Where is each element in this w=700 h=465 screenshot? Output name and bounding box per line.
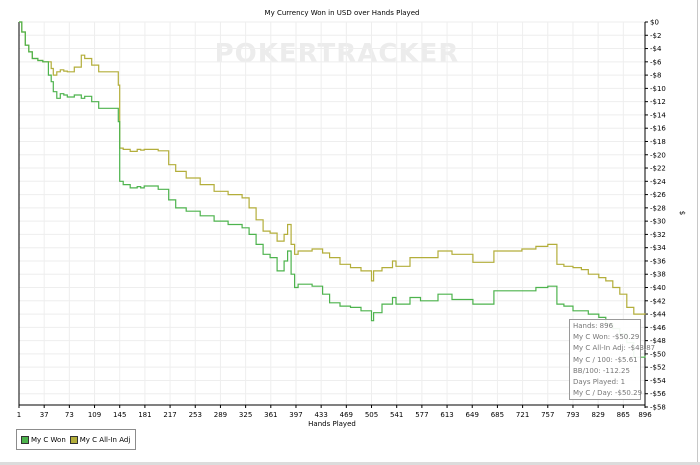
y-tick-label: -$18 [650,138,666,146]
y-tick-label: -$2 [650,32,661,40]
y-tick-label: -$42 [650,297,666,305]
x-tick-label: 253 [189,411,202,419]
y-tick-label: -$20 [650,151,666,159]
y-tick-label: -$14 [650,111,666,119]
y-tick-label: -$30 [650,218,666,226]
y-tick-label: -$32 [650,231,666,239]
stat-per-day: My C / Day: -$50.29 [573,389,643,398]
series-line-allin-adj [19,21,646,315]
stat-days: Days Played: 1 [573,377,626,386]
y-tick-label: -$16 [650,125,666,133]
y-tick-label: -$38 [650,271,666,279]
x-tick-label: 397 [289,411,302,419]
x-tick-label: 217 [163,411,176,419]
y-tick-label: -$8 [650,72,661,80]
y-tick-label: -$52 [650,364,666,372]
legend: My C Won My C All-In Adj [16,429,136,450]
y-tick-label: -$26 [650,191,666,199]
x-axis-label: Hands Played [308,420,356,428]
stats-tooltip: Hands: 896 My C Won: -$50.29 My C All-In… [569,319,656,400]
x-tick-label: 613 [440,411,453,419]
x-tick-label: 433 [314,411,327,419]
x-tick-label: 469 [340,411,353,419]
y-tick-label: -$36 [650,257,666,265]
y-tick-label: -$46 [650,324,666,332]
y-tick-label: -$50 [650,350,666,358]
x-tick-label: 829 [591,411,604,419]
y-tick-label: -$6 [650,58,662,66]
y-tick-label: -$54 [650,377,666,385]
x-tick-label: 896 [638,411,652,419]
x-tick-label: 793 [566,411,579,419]
y-tick-label: -$22 [650,165,666,173]
status-strip [0,462,700,465]
x-tick-label: 73 [65,411,74,419]
stat-per-100: My C / 100: -$5.61 [573,355,638,364]
x-tick-label: 685 [491,411,504,419]
x-tick-label: 541 [390,411,403,419]
stat-won: My C Won: -$50.29 [573,333,640,342]
x-tick-label: 37 [40,411,49,419]
y-axis-label: $ [678,211,686,215]
y-tick-label: -$10 [650,85,666,93]
y-tick-label: -$44 [650,311,666,319]
series-line-won [19,21,646,358]
y-tick-label: -$40 [650,284,666,292]
x-tick-label: 865 [617,411,630,419]
x-tick-label: 361 [264,411,277,419]
stat-allin-adj: My C All-In Adj: -$43.87 [573,344,656,353]
y-tick-label: -$48 [650,337,666,345]
x-tick-label: 757 [541,411,554,419]
legend-label-allin: My C All-In Adj [79,435,131,444]
chart-title: My Currency Won in USD over Hands Played [265,9,420,17]
y-tick-label: -$28 [650,204,666,212]
watermark-logo: POKERTRACKER [215,39,460,69]
x-tick-label: 109 [88,411,101,419]
x-tick-label: 505 [365,411,378,419]
x-tick-label: 649 [466,411,479,419]
x-tick-label: 721 [516,411,529,419]
y-tick-label: -$34 [650,244,666,252]
x-tick-label: 181 [138,411,151,419]
legend-swatch-allin [69,435,78,444]
x-tick-label: 145 [113,411,126,419]
x-tick-label: 577 [415,411,428,419]
y-tick-label: $0 [650,19,659,27]
legend-item-allin: My C All-In Adj [69,435,131,444]
y-tick-label: -$24 [650,178,666,186]
x-tick-label: 289 [214,411,227,419]
y-tick-label: -$56 [650,390,666,398]
x-tick-label: 1 [17,411,21,419]
y-tick-label: -$12 [650,98,666,106]
y-tick-label: -$58 [650,404,666,412]
stat-bb-100: BB/100: -112.25 [573,366,630,375]
legend-item-won: My C Won [21,435,66,444]
legend-label-won: My C Won [31,435,66,444]
y-tick-label: -$4 [650,45,662,53]
x-tick-label: 325 [239,411,252,419]
stat-hands: Hands: 896 [573,322,614,330]
legend-swatch-won [21,435,29,444]
plot-area [19,22,645,405]
